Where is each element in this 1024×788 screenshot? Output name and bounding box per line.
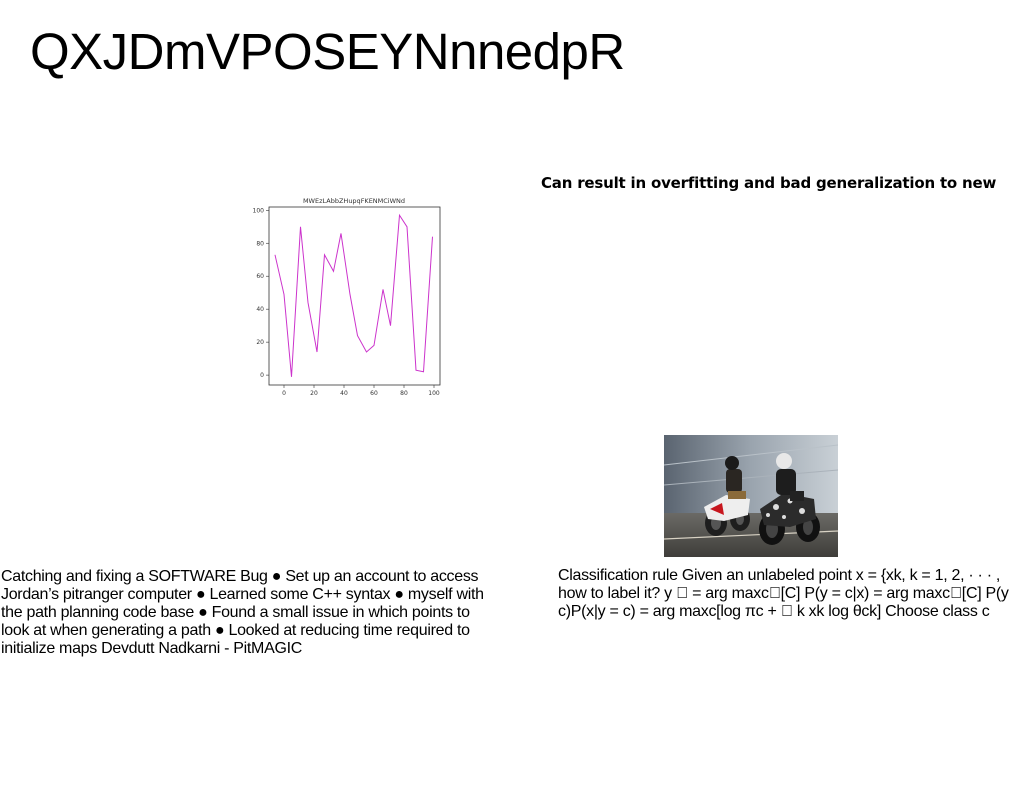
bold-note: Can result in overfitting and bad genera… xyxy=(541,174,997,192)
x-tick-label: 20 xyxy=(310,390,318,397)
x-tick-label: 60 xyxy=(370,390,378,397)
line-chart-svg: MWEzLAbbZHupqFKENMCiWNd 0 20 40 60 80 100 0 20… xyxy=(253,197,441,397)
y-axis: 0 20 40 60 80 100 xyxy=(253,207,269,379)
x-tick-label: 100 xyxy=(428,390,440,397)
x-tick-label: 80 xyxy=(400,390,408,397)
x-axis: 0 20 40 60 80 100 xyxy=(282,385,440,397)
plot-frame xyxy=(268,206,441,386)
x-tick-label: 0 xyxy=(282,390,286,397)
y-tick-label: 0 xyxy=(260,372,264,379)
series-line xyxy=(274,213,433,377)
line-chart: MWEzLAbbZHupqFKENMCiWNd 0 20 40 60 80 100 0 20… xyxy=(250,194,450,400)
motorcycle-riders-photo xyxy=(664,435,838,557)
y-tick-label: 60 xyxy=(256,273,264,280)
y-tick-label: 100 xyxy=(253,207,265,214)
chart-title: MWEzLAbbZHupqFKENMCiWNd xyxy=(303,197,405,205)
y-tick-label: 20 xyxy=(256,339,264,346)
right-body-text: Classification rule Given an unlabeled p… xyxy=(558,567,1009,620)
x-tick-label: 40 xyxy=(340,390,348,397)
y-tick-label: 40 xyxy=(256,306,264,313)
slide-title: QXJDmVPOSEYNnnedpR xyxy=(30,23,625,80)
left-body-text: Catching and fixing a SOFTWARE Bug ● Set… xyxy=(1,568,484,657)
y-tick-label: 80 xyxy=(256,240,264,247)
